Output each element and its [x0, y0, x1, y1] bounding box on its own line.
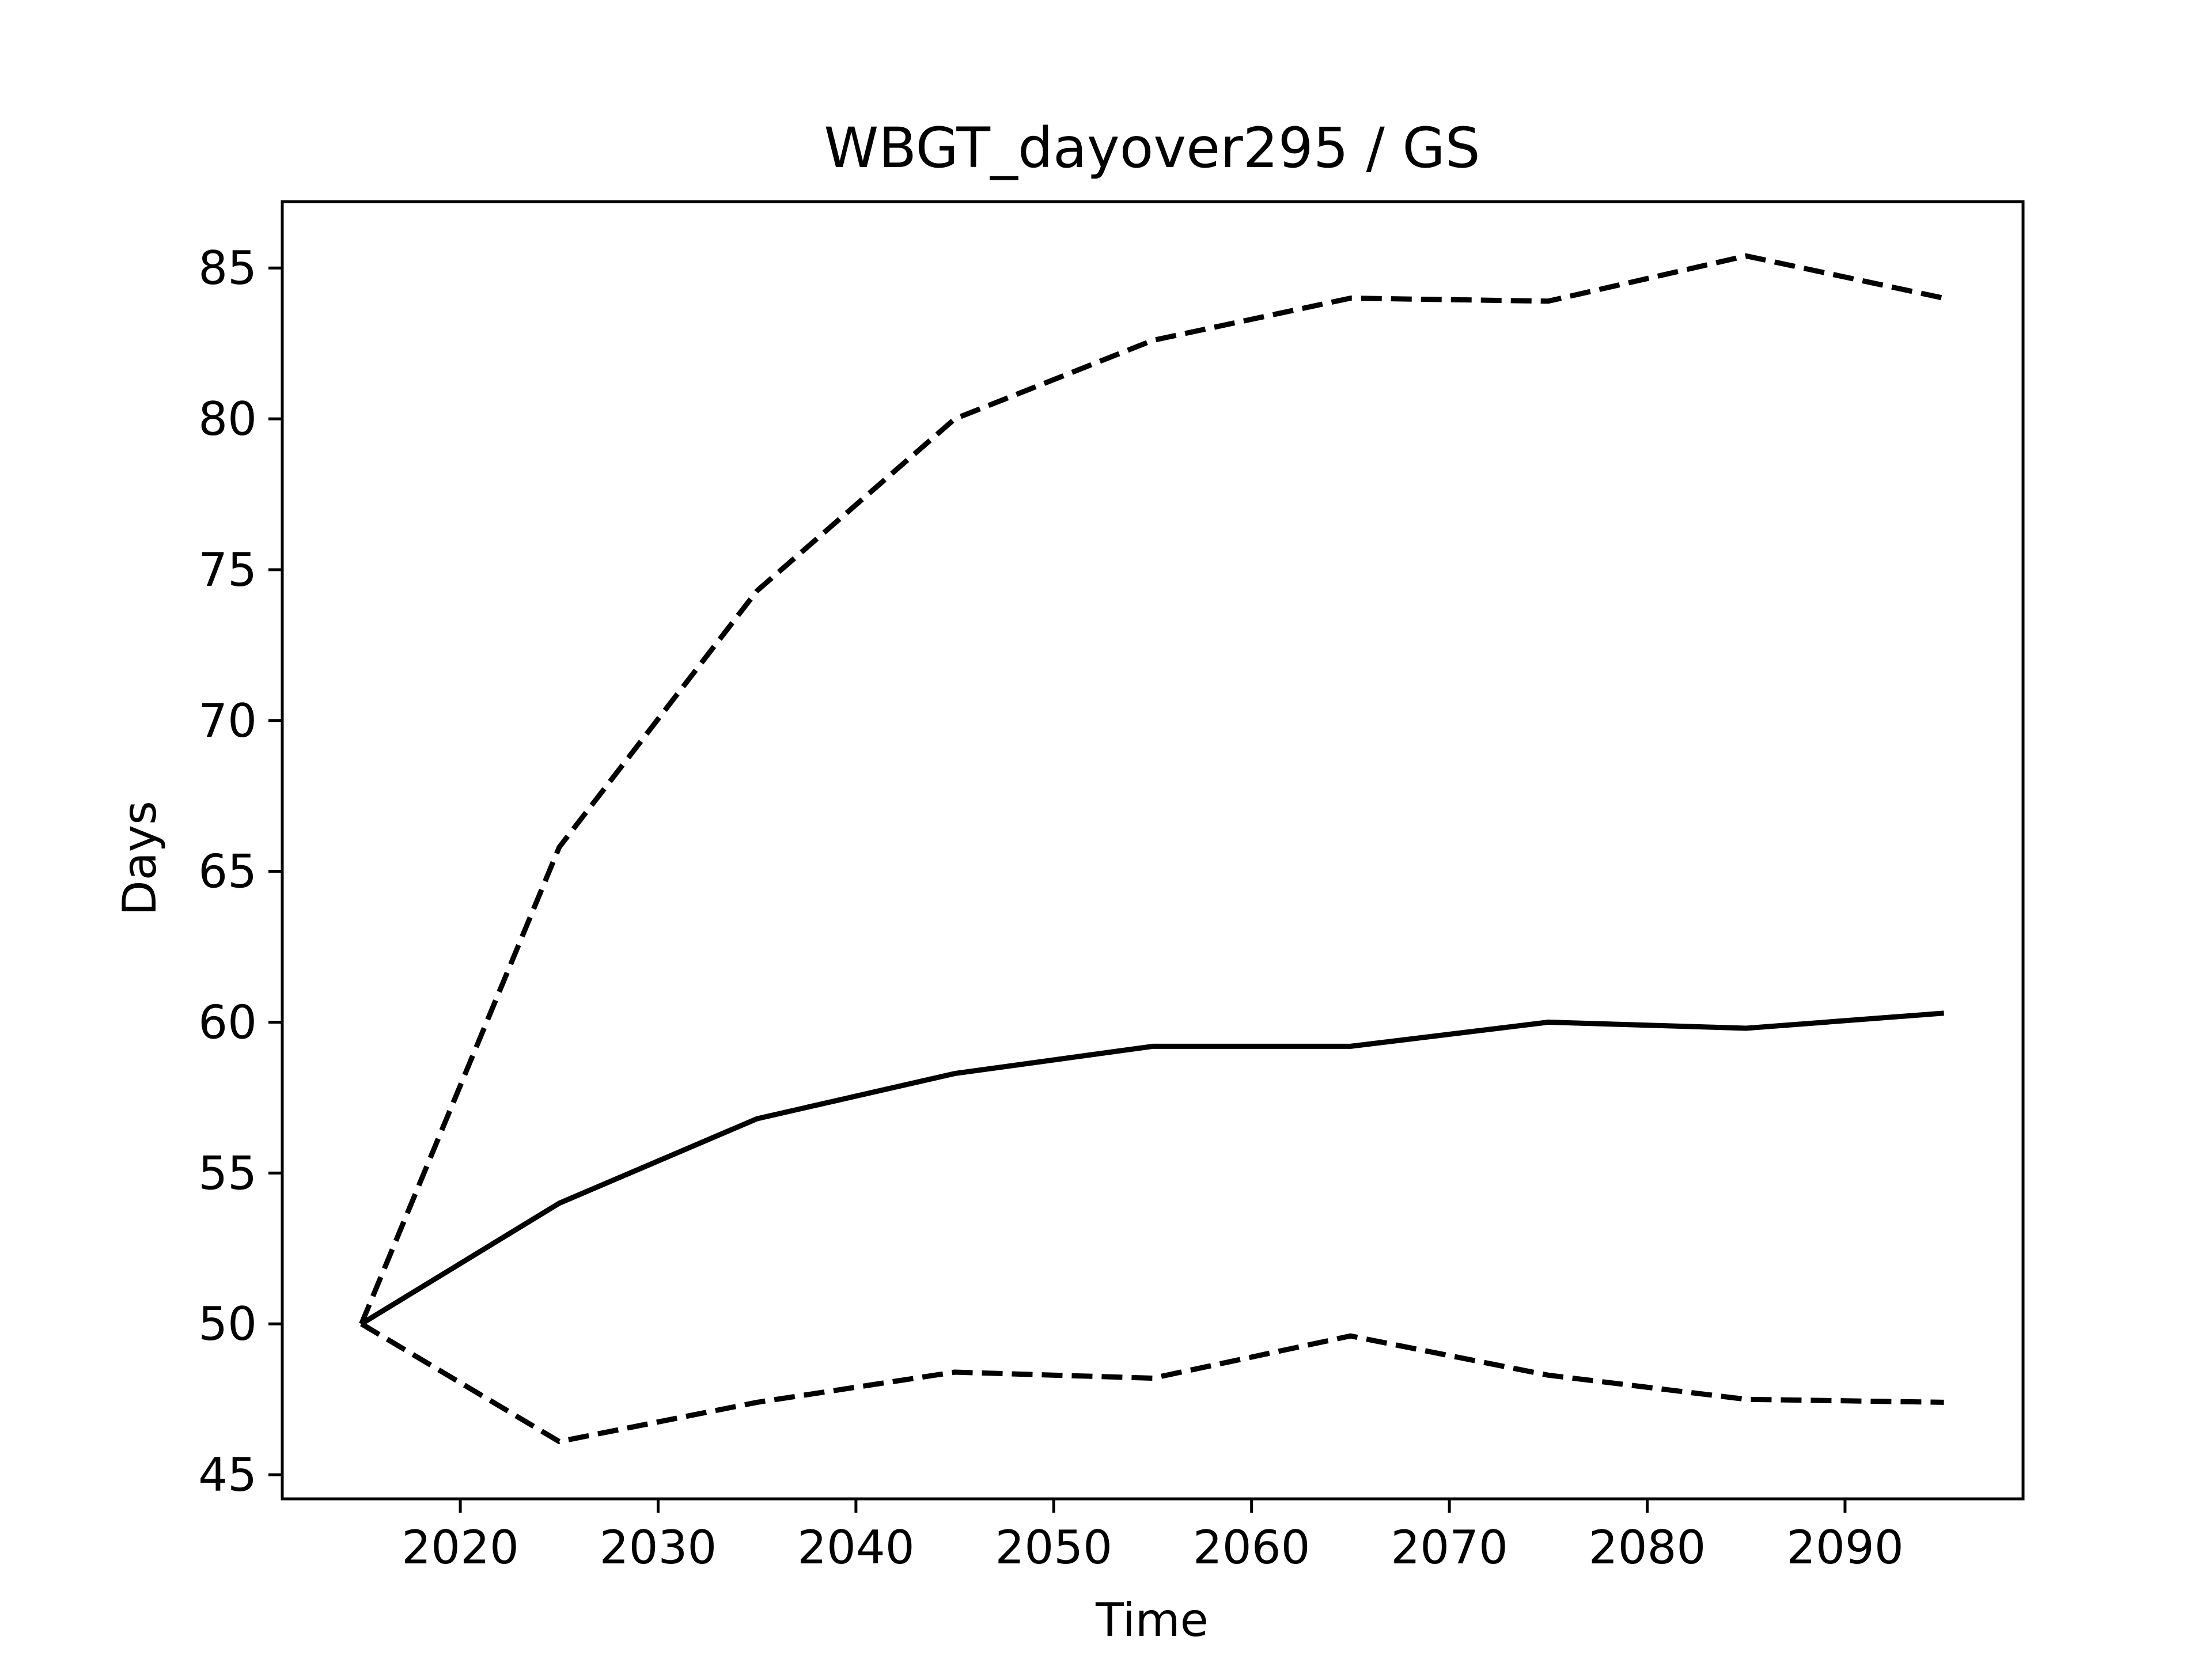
ticks-layer: 2020 2030 2040 2050 2060 2070 2080 2090 45 50 55 60…	[198, 241, 1904, 1574]
y-tick-label: 75	[198, 543, 257, 597]
x-axis-label: Time	[1095, 1593, 1209, 1647]
series-line-median	[360, 1010, 1944, 1327]
series-line-lower-bound	[360, 1321, 1944, 1444]
x-tick-label: 2040	[797, 1521, 915, 1574]
y-tick-label: 70	[198, 694, 257, 748]
y-tick-label: 50	[198, 1297, 257, 1351]
x-tick-label: 2050	[995, 1521, 1112, 1574]
series-layer	[359, 253, 1945, 1444]
y-tick-label: 65	[198, 845, 257, 899]
x-tick-label: 2020	[402, 1521, 519, 1574]
y-tick-label: 60	[198, 996, 257, 1050]
y-tick-label: 85	[198, 241, 257, 295]
x-tick-label: 2090	[1786, 1521, 1904, 1574]
y-tick-label: 45	[198, 1448, 257, 1502]
y-tick-label: 80	[198, 392, 257, 446]
x-tick-label: 2080	[1589, 1521, 1706, 1574]
x-tick-label: 2070	[1391, 1521, 1508, 1574]
plot-area-frame	[281, 200, 2025, 1501]
y-axis-label: Days	[113, 801, 166, 916]
y-tick-label: 55	[198, 1146, 257, 1200]
x-tick-label: 2060	[1193, 1521, 1310, 1574]
chart-title: WBGT_dayover295 / GS	[824, 116, 1480, 180]
x-tick-label: 2030	[600, 1521, 717, 1574]
